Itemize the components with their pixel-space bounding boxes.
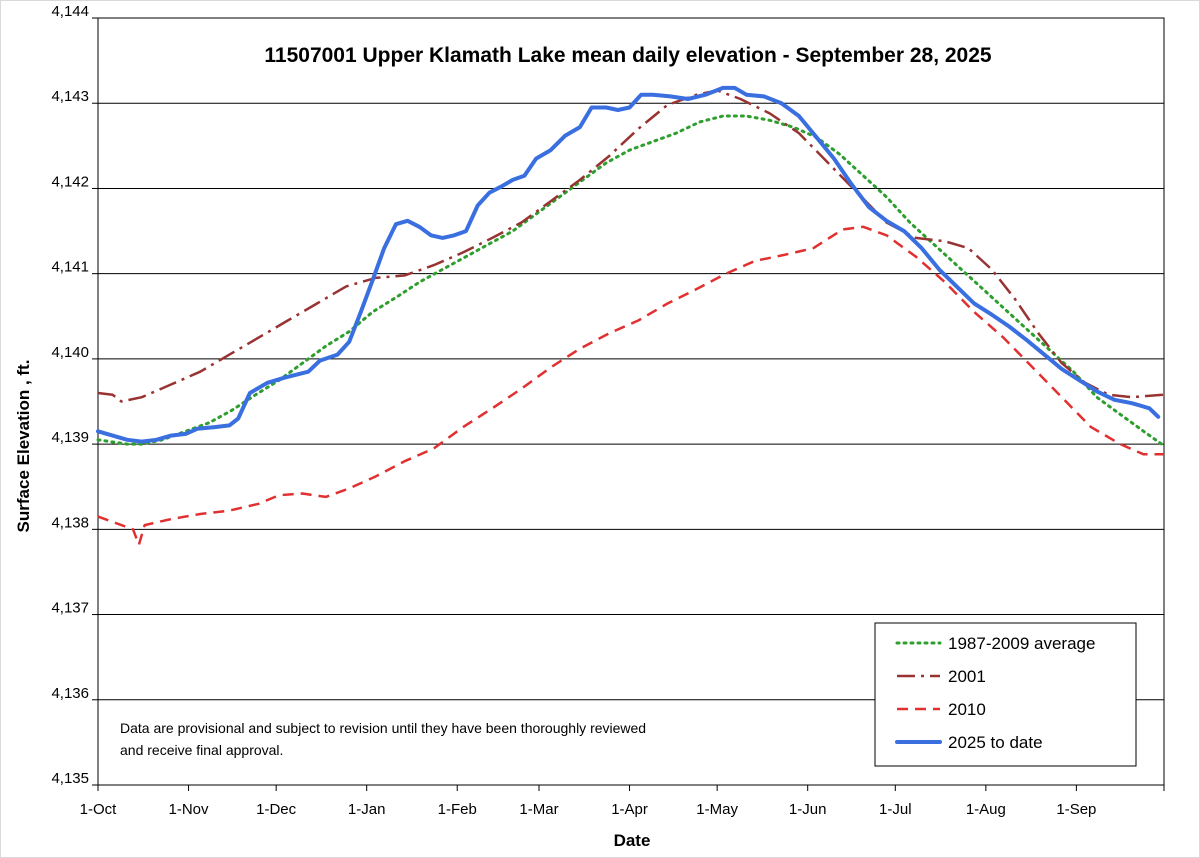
y-tick-label-0: 4,135 <box>51 770 89 787</box>
series-line-2001 <box>97 89 1165 403</box>
x-tick-label-6: 1-Apr <box>611 801 648 818</box>
y-tick-label-1: 4,136 <box>51 685 89 702</box>
y-axis-label: Surface Elevation , ft. <box>14 360 33 533</box>
plot-area <box>97 17 1165 786</box>
x-tick-label-9: 1-Jul <box>879 801 912 818</box>
x-axis-ticks: 1-Oct 1-Nov 1-Dec 1-Jan 1-Feb 1-Mar 1-Apr 1-May… <box>80 785 1165 818</box>
series-lines <box>96 85 1166 546</box>
x-tick-label-5: 1-Mar <box>519 801 558 818</box>
y-tick-label-9: 4,144 <box>51 3 89 20</box>
legend: 1987-2009 average 2001 2010 2025 to date <box>874 622 1137 767</box>
legend-label-average: 1987-2009 average <box>948 634 1095 653</box>
x-axis-label: Date <box>614 831 651 850</box>
x-tick-label-8: 1-Jun <box>789 801 827 818</box>
x-tick-label-2: 1-Dec <box>256 801 297 818</box>
y-tick-label-7: 4,142 <box>51 173 89 190</box>
series-line-1987-2009-average <box>96 114 1166 448</box>
y-tick-label-5: 4,140 <box>51 344 89 361</box>
x-tick-label-11: 1-Sep <box>1056 801 1096 818</box>
x-tick-label-7: 1-May <box>696 801 738 818</box>
x-tick-label-10: 1-Aug <box>966 801 1006 818</box>
provisional-note-line-2: and receive final approval. <box>120 742 283 758</box>
y-tick-label-3: 4,138 <box>51 514 89 531</box>
y-tick-label-4: 4,139 <box>51 429 89 446</box>
x-tick-label-1: 1-Nov <box>169 801 210 818</box>
x-tick-label-4: 1-Feb <box>438 801 477 818</box>
series-line-2010 <box>97 225 1164 546</box>
x-tick-label-0: 1-Oct <box>80 801 118 818</box>
legend-label-2010: 2010 <box>948 700 986 719</box>
provisional-note-line-1: Data are provisional and subject to revi… <box>120 720 646 736</box>
y-tick-label-8: 4,143 <box>51 88 89 105</box>
x-tick-label-3: 1-Jan <box>348 801 386 818</box>
series-line-2025-to-date <box>96 85 1161 444</box>
y-tick-label-2: 4,137 <box>51 600 89 617</box>
legend-label-2025: 2025 to date <box>948 733 1043 752</box>
legend-label-2001: 2001 <box>948 667 986 686</box>
chart-title: 11507001 Upper Klamath Lake mean daily e… <box>264 44 992 67</box>
y-tick-label-6: 4,141 <box>51 259 89 276</box>
y-axis-ticks: 4,135 4,136 4,137 4,138 4,139 4,140 4,141 4,142… <box>51 3 98 787</box>
